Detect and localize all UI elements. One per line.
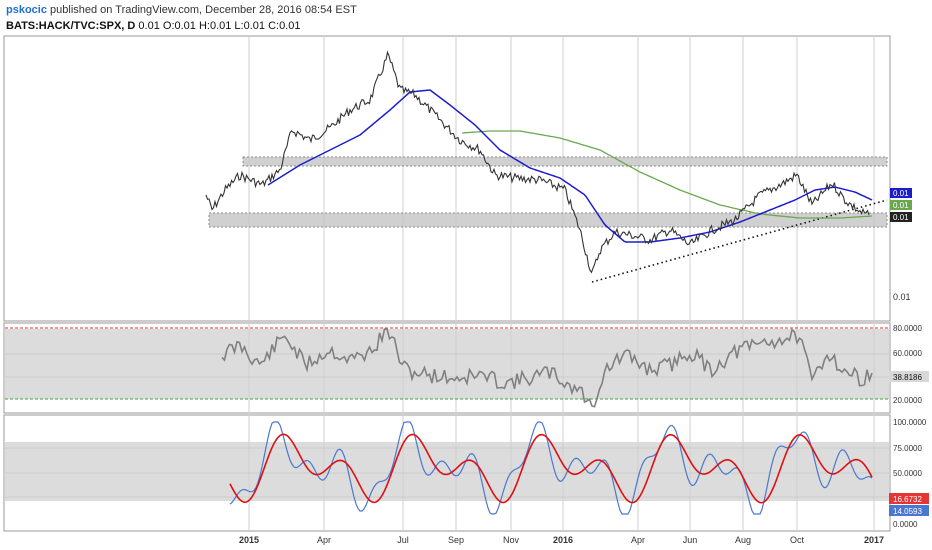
stoch-d-line (229, 433, 873, 504)
price-badges: 0.01 0.01 0.01 (890, 188, 912, 222)
publish-text: published on TradingView.com, December 2… (50, 4, 357, 16)
resistance-zone[interactable] (242, 156, 888, 167)
stoch-d-value: 16.6732 (893, 495, 922, 504)
stoch-k-line (229, 421, 873, 515)
stoch-d-badge (889, 493, 929, 504)
ma-fast-badge-text: 0.01 (893, 189, 909, 198)
stoch-band (5, 442, 889, 501)
price-badge-text: 0.01 (893, 213, 909, 222)
publish-info: pskocic published on TradingView.com, De… (6, 4, 357, 16)
time-axis-label: Jun (683, 535, 698, 545)
time-axis-label: 2015 (239, 535, 259, 545)
ohlc-values: 0.01 O:0.01 H:0.01 L:0.01 C:0.01 (138, 20, 301, 32)
price-line (205, 50, 870, 274)
time-axis-label: Aug (735, 535, 751, 545)
time-axis-label: Jul (397, 535, 409, 545)
fast-moving-average-line (267, 89, 873, 243)
ma-slow-badge (890, 200, 912, 210)
symbol-label[interactable]: BATS:HACK/TVC:SPX, D (6, 20, 136, 32)
time-axis-label: 2016 (553, 535, 573, 545)
ma-slow-badge-text: 0.01 (893, 201, 909, 210)
time-axis-label: Nov (503, 535, 520, 545)
stoch-scale-75: 75.0000 (893, 444, 922, 453)
price-badge (890, 212, 912, 222)
time-axis-label: Apr (631, 535, 645, 545)
price-scale-label: 0.01 (893, 292, 911, 302)
support-zone[interactable] (208, 212, 888, 228)
ma-fast-badge (890, 188, 912, 198)
rsi-value-badge (889, 371, 929, 382)
stoch-k-badge (889, 505, 929, 516)
horizontal-grid (5, 353, 889, 498)
main-pane[interactable] (3, 35, 891, 322)
rsi-scale-20: 20.0000 (893, 396, 922, 405)
slow-moving-average-line (461, 130, 873, 219)
rsi-scale-60: 60.0000 (893, 349, 922, 358)
rsi-value: 38.8186 (893, 373, 922, 382)
time-axis-label: Sep (448, 535, 464, 545)
stoch-scale-50: 50.0000 (893, 469, 922, 478)
time-axis-label: Oct (790, 535, 805, 545)
author-link[interactable]: pskocic (6, 4, 47, 16)
rsi-line (221, 328, 873, 408)
symbol-info: BATS:HACK/TVC:SPX, D 0.01 O:0.01 H:0.01 … (6, 20, 300, 32)
stoch-scale-100: 100.0000 (893, 418, 927, 427)
stoch-k-value: 14.0593 (893, 507, 922, 516)
time-axis[interactable]: 2015 Apr Jul Sep Nov 2016 Apr Jun Aug Oct 2017 (239, 535, 884, 545)
time-axis-label: Apr (317, 535, 331, 545)
rsi-scale-80: 80.0000 (893, 324, 922, 333)
trend-line[interactable] (591, 199, 888, 283)
rsi-band (5, 329, 889, 399)
time-axis-label: 2017 (864, 535, 884, 545)
stoch-scale-0: 0.0000 (893, 520, 918, 529)
